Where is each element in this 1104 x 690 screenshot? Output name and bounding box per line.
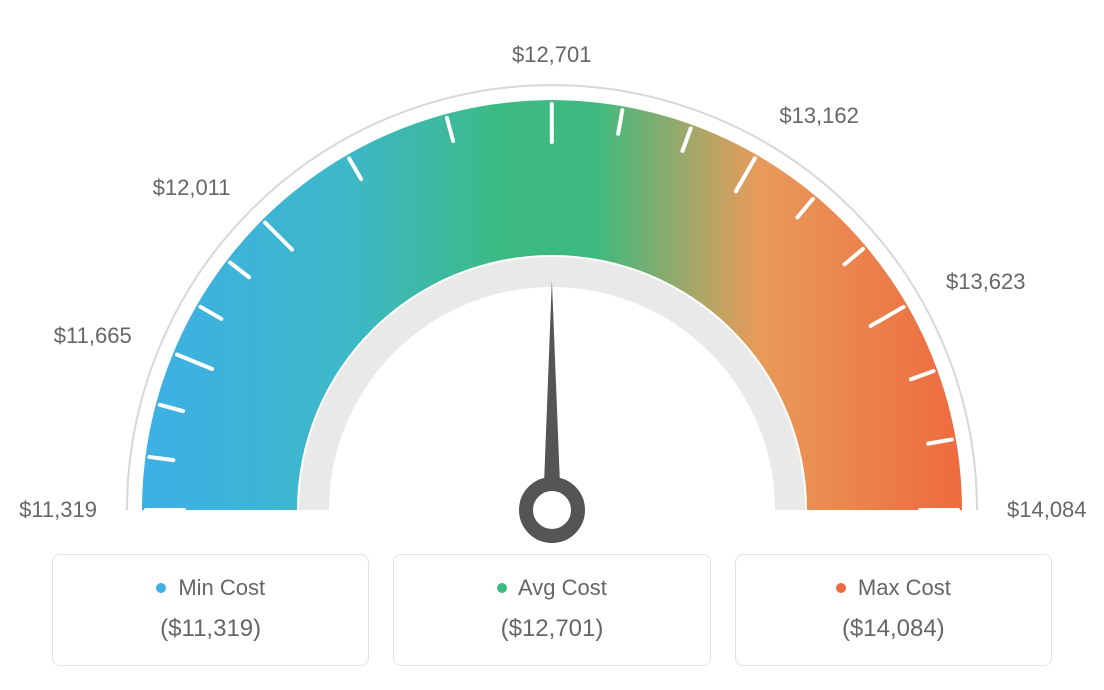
legend-title: Avg Cost [404,575,699,601]
gauge-chart: $11,319 $11,665 $12,011 $12,701 $13,162 $13,6… [0,0,1104,560]
legend-title-text: Max Cost [858,575,951,600]
legend-dot-icon [156,583,166,593]
gauge-tick-label: $13,162 [779,103,859,129]
legend-title-text: Avg Cost [518,575,607,600]
legend-value: ($12,701) [404,615,699,643]
gauge-tick-label: $14,084 [1007,497,1087,523]
gauge-tick-label: $11,665 [54,323,132,349]
legend-card-min: Min Cost ($11,319) [52,554,369,666]
legend-dot-icon [836,583,846,593]
gauge-tick-label: $13,623 [946,269,1026,295]
legend-dot-icon [497,583,507,593]
legend-value: ($14,084) [746,615,1041,643]
legend-title-text: Min Cost [178,575,265,600]
legend-card-avg: Avg Cost ($12,701) [393,554,710,666]
legend: Min Cost ($11,319) Avg Cost ($12,701) Ma… [52,554,1052,666]
legend-value: ($11,319) [63,615,358,643]
gauge-tick-label: $12,011 [153,175,231,201]
legend-title: Min Cost [63,575,358,601]
legend-card-max: Max Cost ($14,084) [735,554,1052,666]
legend-title: Max Cost [746,575,1041,601]
gauge-tick-label: $11,319 [19,497,97,523]
gauge-tick-label: $12,701 [512,42,592,68]
